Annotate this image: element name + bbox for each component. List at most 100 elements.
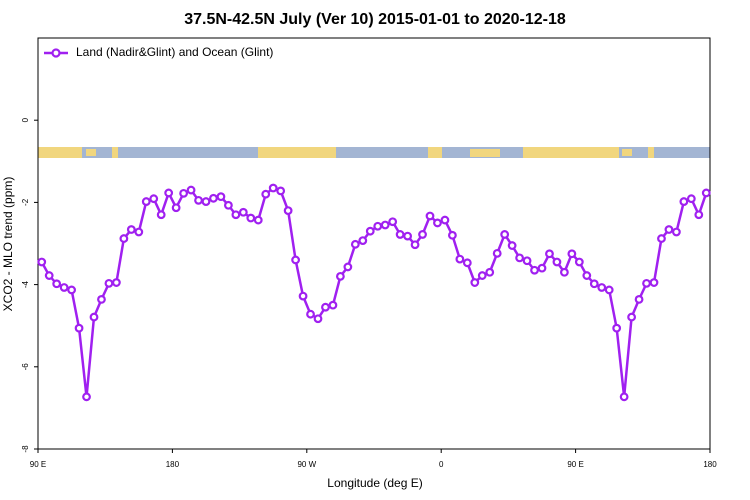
data-point (149, 194, 159, 204)
data-point (627, 312, 636, 322)
y-tick-label: -6 (21, 363, 30, 371)
data-point (37, 257, 47, 267)
data-point (537, 263, 547, 273)
data-point (448, 230, 457, 240)
x-axis-label: Longitude (deg E) (327, 476, 422, 490)
data-point (186, 185, 196, 195)
data-point (67, 285, 76, 295)
data-point (701, 188, 711, 198)
x-tick-label: 180 (166, 460, 180, 469)
data-point (657, 234, 666, 243)
x-tick-label: 90 E (567, 460, 583, 469)
plot-frame (37, 37, 711, 450)
data-point (470, 278, 480, 287)
data-point (649, 278, 659, 287)
data-point (530, 265, 539, 275)
data-point (261, 189, 271, 199)
data-point (238, 207, 248, 217)
x-tick-label: 90 E (30, 460, 46, 469)
data-point (462, 258, 472, 268)
data-point (44, 271, 54, 280)
data-point (567, 249, 577, 259)
data-point (156, 210, 166, 220)
data-point (597, 283, 607, 292)
data-point (433, 218, 442, 228)
y-tick-label: -4 (21, 280, 30, 288)
legend-label: Land (Nadir&Glint) and Ocean (Glint) (76, 45, 273, 59)
data-point (283, 206, 293, 216)
data-point (111, 278, 121, 287)
data-point (276, 186, 286, 196)
data-point (477, 271, 487, 280)
data-point (336, 271, 345, 281)
data-point (507, 241, 517, 250)
data-point (373, 221, 383, 231)
data-point (642, 278, 651, 288)
data-point (388, 217, 398, 227)
data-point (672, 227, 681, 237)
data-point (358, 236, 368, 246)
data-point (126, 225, 136, 234)
data-point (164, 188, 174, 198)
data-point (440, 215, 450, 225)
data-point (231, 210, 241, 220)
data-point (686, 194, 696, 204)
data-point (574, 257, 584, 267)
y-axis-label: XCO2 - MLO trend (ppm) (1, 177, 15, 312)
data-point (522, 256, 532, 266)
data-point (425, 211, 435, 221)
data-point (194, 195, 203, 205)
data-point (74, 323, 84, 333)
y-tick-label: 0 (21, 117, 30, 122)
data-point (664, 225, 674, 234)
data-point (560, 267, 569, 277)
data-point (403, 231, 413, 241)
data-point (515, 253, 524, 263)
data-point (134, 227, 144, 237)
data-point (350, 239, 360, 249)
data-point (298, 291, 308, 301)
data-point (582, 271, 592, 280)
data-point (89, 312, 99, 322)
data-point (216, 192, 226, 202)
data-point (171, 203, 181, 213)
x-tick-label: 90 W (297, 460, 316, 469)
x-tick-label: 180 (703, 460, 717, 469)
map-strip (38, 147, 710, 158)
data-point (679, 197, 689, 206)
data-point (253, 215, 263, 225)
data-point (246, 213, 256, 223)
data-point (268, 183, 278, 193)
data-point (321, 302, 330, 312)
data-point (552, 257, 562, 267)
data-point (410, 240, 420, 250)
data-point (485, 267, 495, 277)
data-point (612, 323, 622, 333)
data-point (604, 285, 614, 295)
data-point (313, 314, 323, 324)
data-point (380, 220, 390, 230)
data-point (455, 254, 465, 264)
data-point (365, 226, 375, 236)
data-point (306, 309, 315, 319)
data-point (52, 279, 62, 289)
data-point (545, 249, 554, 259)
data-point (141, 197, 151, 206)
y-tick-label: -2 (21, 198, 30, 206)
data-point (500, 230, 510, 239)
data-point (492, 248, 502, 258)
legend-marker (51, 48, 61, 58)
data-point (179, 188, 189, 198)
data-point (418, 230, 427, 239)
chart-title: 37.5N-42.5N July (Ver 10) 2015-01-01 to … (184, 11, 566, 28)
x-tick-label: 0 (439, 460, 444, 469)
data-point (104, 278, 114, 288)
y-tick-label: -8 (21, 445, 30, 453)
data-point (395, 230, 405, 239)
data-point (97, 294, 106, 304)
data-point (343, 262, 353, 272)
data-point (291, 255, 301, 265)
data-point (589, 279, 599, 289)
